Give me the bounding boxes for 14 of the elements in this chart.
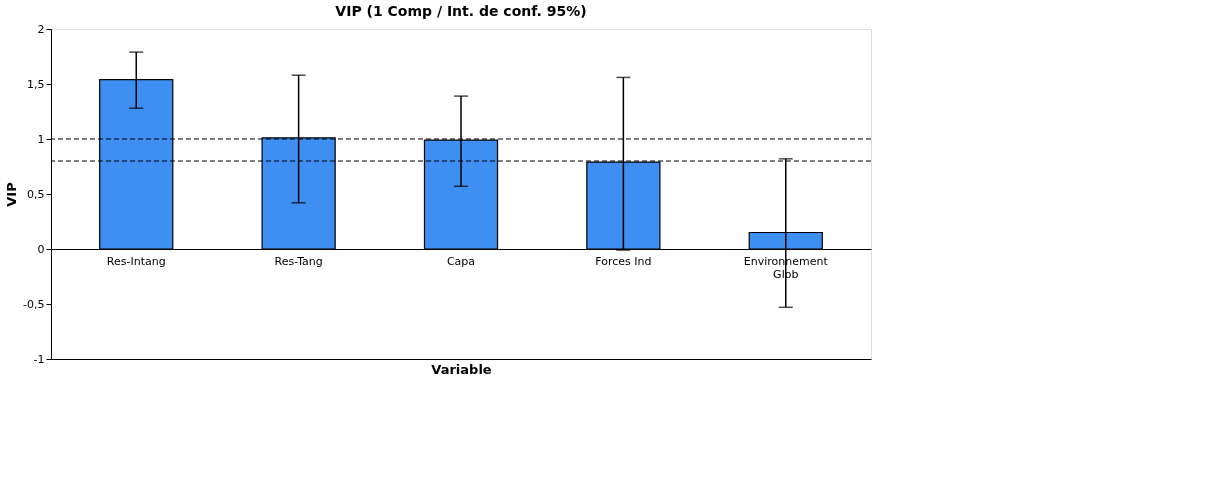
y-axis-title: VIP: [4, 182, 20, 207]
y-tick-label: -1: [33, 352, 45, 366]
chart-title: VIP (1 Comp / Int. de conf. 95%): [335, 3, 587, 19]
x-tick-label: Capa: [446, 254, 476, 268]
x-axis-title: Variable: [431, 361, 492, 377]
y-tick-label: -0,5: [23, 297, 45, 311]
y-tick-label: 0,5: [27, 187, 45, 201]
y-tick-label: 1,5: [27, 77, 45, 91]
x-tick-label: Res-Tang: [274, 254, 323, 268]
y-tick-label: 1: [37, 132, 45, 146]
y-tick-label: 2: [37, 22, 45, 36]
x-tick-label: Res-Intang: [106, 254, 166, 268]
y-tick-label: 0: [37, 242, 45, 256]
x-tick-label: Forces Ind: [595, 254, 652, 268]
